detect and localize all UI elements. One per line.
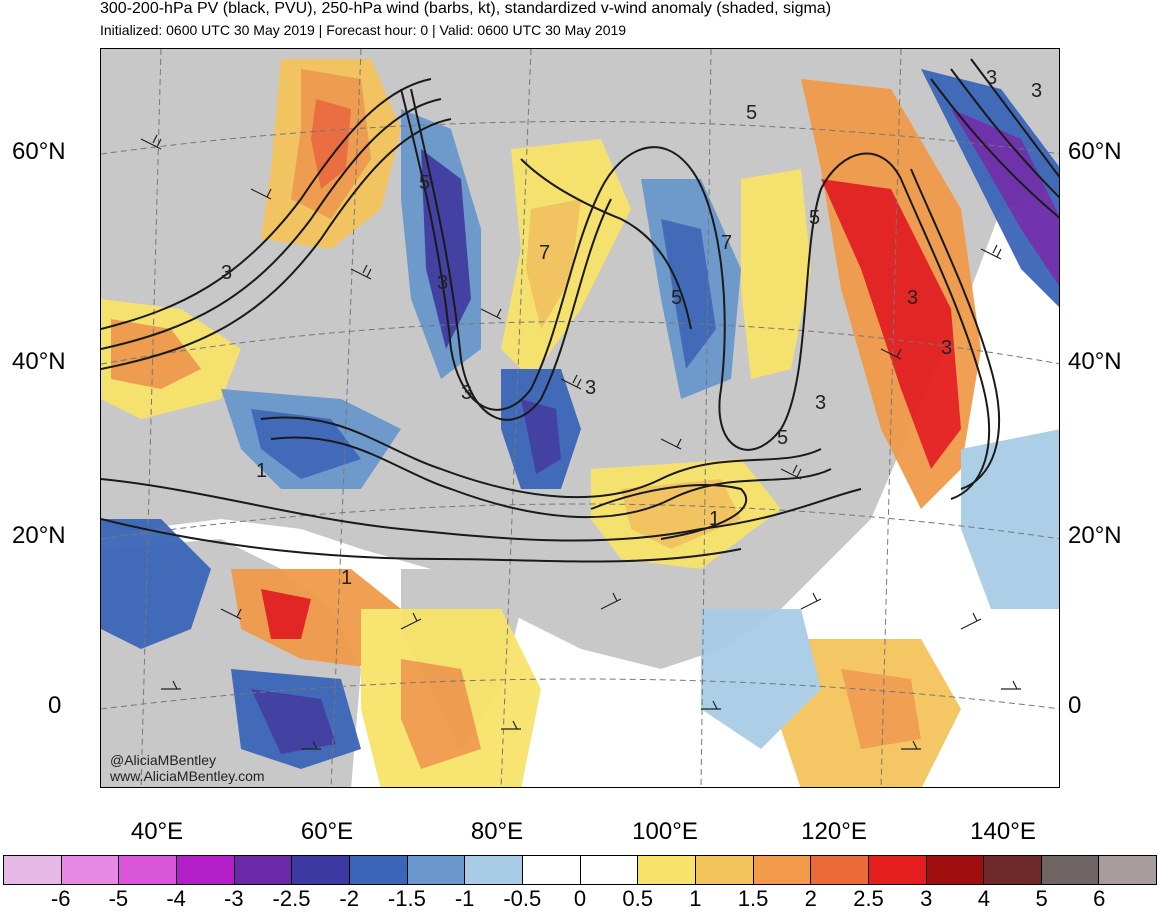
colorbar-swatch (465, 856, 523, 884)
colorbar-label: 2.5 (853, 886, 884, 911)
lat-label-left: 0 (48, 692, 62, 719)
lon-label: 120°E (801, 818, 867, 845)
contour-label: 1 (341, 567, 352, 589)
colorbar-swatch (1041, 856, 1100, 884)
colorbar-swatch (234, 856, 293, 884)
colorbar-swatch (811, 856, 869, 884)
contour-label: 1 (256, 460, 267, 482)
colorbar-swatch (407, 856, 466, 884)
colorbar-label: -1.5 (387, 886, 426, 911)
colorbar-label: 4 (977, 886, 991, 911)
colorbar-swatch (4, 856, 62, 884)
lon-label: 40°E (130, 818, 184, 845)
colorbar-label: -2 (339, 886, 359, 911)
map-panel: 5 3 3 7 5 5 3 3 3 5 3 1 1 1 3 5 3 3 7 (100, 48, 1060, 788)
contour-label: 1 (709, 508, 720, 530)
contour-label: 5 (419, 172, 430, 194)
colorbar-label: 0 (573, 886, 587, 911)
contour-label: 5 (671, 287, 682, 309)
contour-label: 5 (746, 102, 757, 124)
lat-label-left: 20°N (12, 522, 66, 549)
contour-label: 3 (986, 67, 997, 89)
colorbar-label: 1.5 (737, 886, 769, 911)
colorbar-label: -3 (224, 886, 244, 911)
colorbar-swatch (753, 856, 812, 884)
colorbar-swatch (1099, 856, 1157, 884)
contour-label: 3 (461, 382, 472, 404)
colorbar-label: 5 (1035, 886, 1048, 911)
contour-label: 3 (585, 377, 596, 399)
map-subtitle: Initialized: 0600 UTC 30 May 2019 | Fore… (100, 22, 627, 38)
colorbar-label: 0.5 (622, 886, 653, 911)
lat-label-left: 40°N (12, 348, 66, 375)
colorbar-swatch (868, 856, 927, 884)
lon-label: 100°E (632, 818, 698, 845)
credit-handle: @AliciaMBentley (110, 752, 217, 768)
credit-website: www.AliciaMBentley.com (110, 768, 265, 784)
colorbar-label: 1 (689, 886, 702, 911)
colorbar-label: -4 (166, 886, 186, 911)
colorbar-swatch (119, 856, 177, 884)
colorbar-swatch (926, 856, 985, 884)
contour-label: 3 (437, 272, 448, 294)
colorbar-label: -6 (50, 886, 71, 911)
lon-label: 60°E (300, 818, 354, 845)
colorbar-swatch (695, 856, 754, 884)
colorbar-label: 6 (1093, 886, 1106, 911)
anomaly-shading (101, 59, 1059, 787)
lat-label-right: 40°N (1068, 348, 1122, 375)
contour-labels: 5 3 3 7 5 5 3 3 3 5 3 1 1 1 3 5 3 3 7 (221, 67, 1042, 589)
contour-label: 3 (221, 262, 232, 284)
colorbar-swatch (638, 856, 696, 884)
contour-label: 3 (1031, 80, 1042, 102)
colorbar-swatch (61, 856, 120, 884)
lat-label-left: 60°N (12, 138, 66, 165)
colorbar-swatch (580, 856, 639, 884)
colorbar-label: -5 (108, 886, 129, 911)
colorbar (3, 855, 1157, 885)
colorbar-swatch (984, 856, 1042, 884)
contour-label: 3 (815, 392, 826, 414)
lat-label-right: 60°N (1068, 138, 1122, 165)
colorbar-label: -2.5 (272, 886, 311, 911)
colorbar-swatch (522, 856, 581, 884)
lat-label-right: 0 (1068, 692, 1082, 719)
contour-label: 5 (809, 207, 820, 229)
contour-label: 5 (777, 427, 788, 449)
colorbar-label: 2 (804, 886, 817, 911)
contour-label: 7 (721, 232, 732, 254)
lon-label: 80°E (470, 818, 524, 845)
contour-label: 7 (539, 242, 550, 264)
colorbar-label: -0.5 (503, 886, 542, 911)
wind-barbs (140, 134, 1021, 750)
lat-label-right: 20°N (1068, 522, 1122, 549)
colorbar-swatch (292, 856, 350, 884)
lon-label: 140°E (970, 818, 1036, 845)
colorbar-swatch (176, 856, 235, 884)
pv-contours (101, 58, 1059, 563)
map-title: 300-200-hPa PV (black, PVU), 250-hPa win… (100, 0, 832, 17)
contour-label: 3 (941, 337, 952, 359)
map-plot: 5 3 3 7 5 5 3 3 3 5 3 1 1 1 3 5 3 3 7 (101, 49, 1059, 787)
colorbar-label: 3 (920, 886, 933, 911)
colorbar-swatch (349, 856, 408, 884)
contour-label: 3 (907, 287, 918, 309)
colorbar-label: -1 (454, 886, 475, 911)
